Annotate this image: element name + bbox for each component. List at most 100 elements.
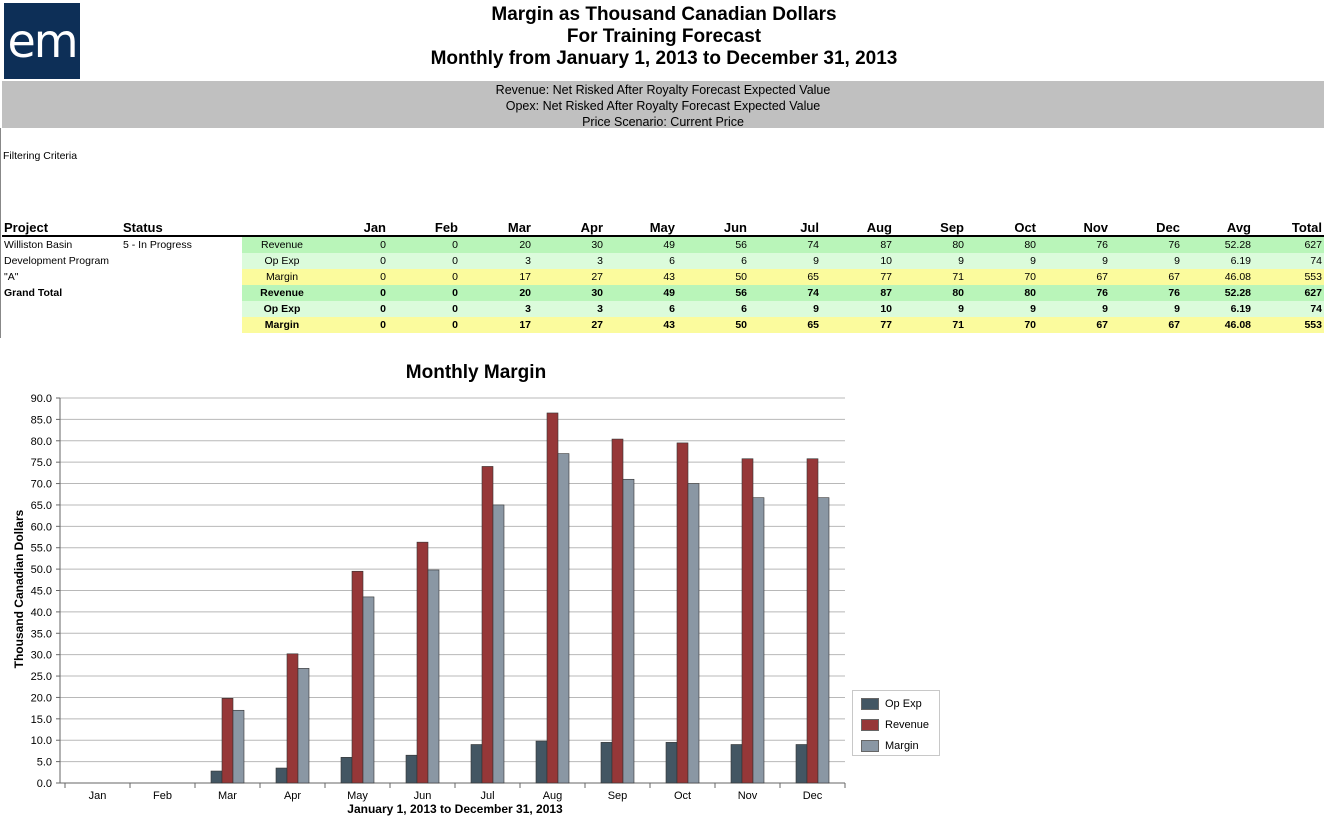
table-cell: 3 xyxy=(460,253,533,269)
monthly-margin-chart: 0.0 5.0 10.0 15.0 20.0 25.0 30.0 35.0 40.0 45.0 50… xyxy=(31,393,846,802)
table-row: Op Exp 0 0 3 3 6 6 9 10 9 9 9 9 6.19 74 xyxy=(2,301,1324,317)
table-cell: 70 xyxy=(966,269,1038,285)
table-cell: 80 xyxy=(966,285,1038,301)
table-cell: 3 xyxy=(533,253,605,269)
x-tick-label: Jun xyxy=(414,790,432,802)
x-tick-label: Dec xyxy=(803,790,823,802)
bar-revenue-dec xyxy=(806,458,819,784)
empty-cell xyxy=(2,317,121,333)
bar-margin-mar xyxy=(232,709,245,784)
bar-op-exp-mar xyxy=(210,770,223,784)
header-month-mar: Mar xyxy=(460,217,533,237)
project-name-cell: Development Program xyxy=(4,255,110,267)
table-cell: 6 xyxy=(677,301,749,317)
bar-op-exp-apr xyxy=(275,767,288,784)
y-tick-label: 25.0 xyxy=(31,671,52,683)
header-month-sep: Sep xyxy=(894,217,966,237)
table-cell: 67 xyxy=(1038,317,1110,333)
table-cell: 6 xyxy=(677,253,749,269)
table-cell: 9 xyxy=(894,301,966,317)
y-tick-label: 60.0 xyxy=(31,521,52,533)
y-tick-label: 0.0 xyxy=(37,778,52,790)
table-cell: 80 xyxy=(894,236,966,253)
table-cell: 70 xyxy=(966,317,1038,333)
x-tick-label: Feb xyxy=(153,790,172,802)
table-row: Williston Basin 5 - In Progress Revenue 0 0 2… xyxy=(2,236,1324,253)
table-cell: 0 xyxy=(322,253,388,269)
header-month-jun: Jun xyxy=(677,217,749,237)
bar-op-exp-dec xyxy=(795,744,808,784)
bar-revenue-may xyxy=(351,570,364,784)
table-cell: 0 xyxy=(322,317,388,333)
bar-revenue-jul xyxy=(481,466,494,784)
table-cell: 0 xyxy=(322,269,388,285)
report-title-line2: For Training Forecast xyxy=(566,26,762,47)
opex-parameter: Opex: Net Risked After Royalty Forecast … xyxy=(505,99,821,113)
table-row: Development Program Op Exp 0 0 3 3 6 6 9 10 9 9 9 9 6.… xyxy=(2,253,1324,269)
bar-op-exp-may xyxy=(340,757,353,784)
table-cell-avg: 46.08 xyxy=(1182,317,1253,333)
row-measure-label: Op Exp xyxy=(242,301,322,317)
table-cell: 3 xyxy=(460,301,533,317)
table-cell-total: 74 xyxy=(1253,253,1324,269)
bar-margin-jul xyxy=(492,504,505,784)
table-cell-avg: 52.28 xyxy=(1182,236,1253,253)
legend-item: Revenue xyxy=(861,718,929,732)
table-cell: 80 xyxy=(894,285,966,301)
y-tick-label: 10.0 xyxy=(31,735,52,747)
table-cell: 0 xyxy=(322,236,388,253)
bar-margin-dec xyxy=(817,497,830,784)
bar-op-exp-jun xyxy=(405,754,418,784)
table-cell: 77 xyxy=(821,269,894,285)
status-cell xyxy=(121,269,242,285)
table-cell: 30 xyxy=(533,236,605,253)
header-month-apr: Apr xyxy=(533,217,605,237)
y-tick-label: 20.0 xyxy=(31,692,52,704)
table-cell-total: 627 xyxy=(1253,236,1324,253)
y-tick-label: 80.0 xyxy=(31,436,52,448)
y-tick-label: 70.0 xyxy=(31,479,52,491)
chart-title: Monthly Margin xyxy=(405,362,547,383)
table-cell: 74 xyxy=(749,285,821,301)
table-cell: 9 xyxy=(749,301,821,317)
legend-label: Margin xyxy=(885,740,919,752)
table-cell-avg: 6.19 xyxy=(1182,301,1253,317)
header-month-jan: Jan xyxy=(322,217,388,237)
company-logo: em xyxy=(4,3,80,79)
table-cell: 9 xyxy=(966,301,1038,317)
table-cell: 0 xyxy=(388,301,460,317)
status-cell: 5 - In Progress xyxy=(123,239,192,251)
header-month-aug: Aug xyxy=(821,217,894,237)
table-cell: 9 xyxy=(966,253,1038,269)
bar-revenue-sep xyxy=(611,438,624,784)
project-name-cell: Williston Basin xyxy=(4,239,73,251)
table-cell: 3 xyxy=(533,301,605,317)
table-cell-total: 553 xyxy=(1253,317,1324,333)
table-cell: 71 xyxy=(894,317,966,333)
left-border xyxy=(0,128,1,338)
header-month-dec: Dec xyxy=(1110,217,1182,237)
bar-margin-jun xyxy=(427,569,440,784)
x-tick-label: Sep xyxy=(608,790,628,802)
table-cell: 76 xyxy=(1038,285,1110,301)
table-header-row: Project Status Jan Feb Mar Apr May Jun Jul Aug S… xyxy=(2,217,1324,237)
x-tick-label: May xyxy=(347,790,368,802)
y-tick-label: 55.0 xyxy=(31,543,52,555)
bar-margin-oct xyxy=(687,483,700,784)
legend-swatch xyxy=(861,719,879,732)
header-month-jul: Jul xyxy=(749,217,821,237)
header-month-nov: Nov xyxy=(1038,217,1110,237)
table-cell: 9 xyxy=(1038,301,1110,317)
header-measure xyxy=(242,217,322,237)
table-cell: 71 xyxy=(894,269,966,285)
table-cell: 56 xyxy=(677,285,749,301)
table-cell: 30 xyxy=(533,285,605,301)
x-tick-label: Jul xyxy=(480,790,494,802)
x-tick-label: Mar xyxy=(218,790,237,802)
table-cell: 76 xyxy=(1110,236,1182,253)
bar-revenue-jun xyxy=(416,541,429,784)
y-tick-label: 85.0 xyxy=(31,414,52,426)
table-cell: 0 xyxy=(388,253,460,269)
table-cell: 49 xyxy=(605,236,677,253)
bar-revenue-oct xyxy=(676,442,689,784)
